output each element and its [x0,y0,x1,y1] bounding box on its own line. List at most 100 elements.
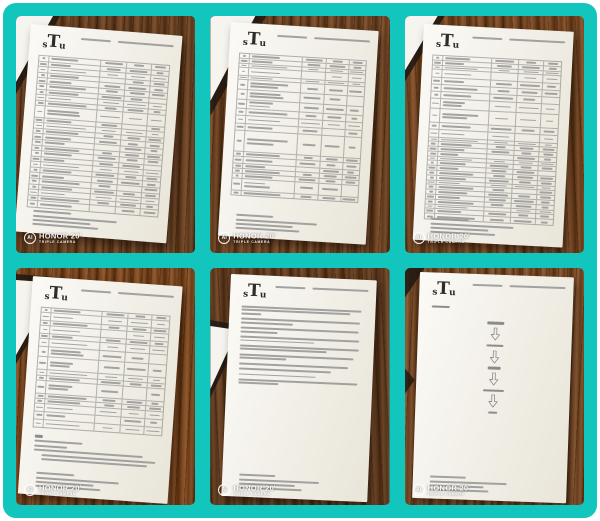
text-line [106,68,121,71]
text-line [490,184,507,188]
text-line [100,123,118,127]
text-line [145,172,159,175]
text-line [153,82,165,86]
text-line [302,129,319,133]
text-line [37,385,45,388]
table-cell [36,375,48,380]
text-line [124,420,142,424]
text-line [37,96,45,99]
text-line [243,54,247,57]
text-line [427,200,433,203]
text-line [147,155,160,159]
text-line [37,101,44,105]
table-cell [344,137,362,159]
text-line [134,64,145,68]
text-line [487,213,506,216]
text-line [127,405,141,409]
table-cell [124,362,150,377]
text-line [250,76,274,81]
text-line [240,330,279,334]
text-line [328,123,340,127]
table-cell [98,361,126,375]
text-line [304,157,314,160]
text-line [547,62,558,65]
table-cell [424,208,436,214]
text-line [34,146,40,149]
page-content [27,304,172,480]
text-line [495,59,514,63]
text-line [516,156,535,160]
table-cell [29,178,41,184]
table-cell [32,144,43,151]
text-line [108,326,120,330]
table-cell [27,200,39,208]
text-line [40,68,46,71]
text-line [329,64,346,68]
down-arrow-icon [489,327,500,342]
text-line [130,98,143,101]
text-line [540,201,550,204]
text-line [127,109,144,113]
text-line [156,323,165,326]
text-line [132,81,144,84]
text-line [102,101,119,105]
table-cell [145,419,162,427]
table-cell [426,184,437,190]
text-line [51,342,88,347]
table-cell [149,354,166,365]
watermark-model: HONOR 20 [427,231,469,241]
text-line [151,349,166,352]
text-line [514,185,535,189]
table-cell [115,207,141,216]
text-line [517,195,531,198]
watermark-model: HONOR 20 [233,483,275,493]
text-line [105,90,118,94]
table-cell [97,384,124,399]
ai-badge-text: AI [221,486,228,493]
table-cell [542,90,559,97]
text-line [45,141,65,146]
watermark-title: HONOR 20i [233,231,275,240]
table-cell [151,334,168,342]
text-line [118,198,139,202]
text-line [433,86,439,89]
watermark-subtitle: TRIPLE CAMERA [233,491,271,496]
table-cell [40,325,51,334]
text-line [495,82,512,86]
text-line [126,103,146,107]
table-cell [152,321,169,329]
flowchart [423,320,564,417]
watermark-text: HONOR 20i TRIPLE CAMERA [233,231,275,244]
text-line [490,150,509,154]
text-line [128,117,142,121]
text-line [53,309,81,314]
text-line [33,163,39,166]
table-cell [148,115,166,126]
text-line [248,111,288,116]
watermark-text: HONOR 20i TRIPLE CAMERA [233,483,275,496]
text-line [328,81,346,85]
text-line [250,85,278,90]
text-line [519,166,531,170]
text-line [429,152,436,155]
honor-watermark: AI HONOR 20i TRIPLE CAMERA [24,483,81,496]
logo-letter: u [60,293,69,304]
table-cell [515,103,542,114]
honor-watermark: AI HONOR 20i TRIPLE CAMERA [218,231,275,244]
table-cell [36,94,47,101]
text-line [525,61,537,64]
text-line [238,372,316,379]
text-line [146,177,158,181]
ai-badge-icon: AI [412,483,425,496]
text-line [300,162,317,166]
text-line [99,140,117,144]
text-line [241,70,246,73]
text-line [30,202,35,205]
text-line [431,124,437,127]
table-cell [36,89,48,95]
table-cell [146,411,163,419]
text-line [150,150,158,153]
table-cell [427,165,438,170]
